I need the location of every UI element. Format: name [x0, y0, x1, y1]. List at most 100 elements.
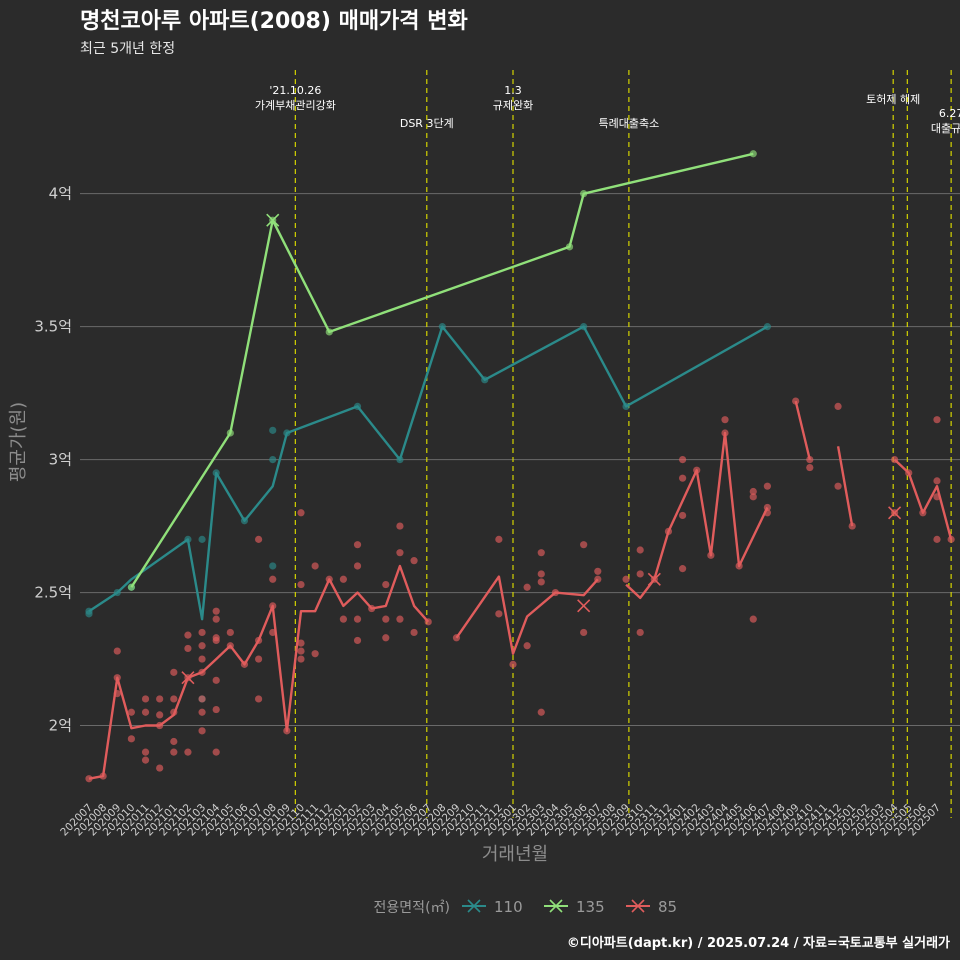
data-point-85 — [679, 474, 687, 482]
y-axis-label: 평균가(원) — [8, 402, 29, 482]
data-point-85 — [495, 535, 503, 543]
data-point-85 — [269, 575, 277, 583]
cross-marker-135 — [266, 213, 280, 227]
data-point-85 — [212, 748, 220, 756]
data-series — [85, 150, 955, 783]
data-point-85 — [749, 615, 757, 623]
data-point-85 — [679, 511, 687, 520]
data-point-85 — [297, 580, 305, 589]
event-label: 특례대출축소 — [599, 117, 660, 130]
data-point-85 — [353, 615, 362, 623]
data-point-85 — [212, 607, 220, 615]
legend-key-cross-110 — [467, 899, 481, 913]
data-point-85 — [198, 708, 206, 716]
data-point-85 — [410, 557, 418, 565]
data-point-85 — [933, 535, 941, 543]
data-point-85 — [834, 482, 842, 490]
data-point-85 — [297, 509, 305, 517]
data-point-85 — [170, 695, 178, 703]
data-point-85 — [749, 493, 757, 501]
x-axis-ticks: 2020072020082020092020102020112020122021… — [58, 801, 943, 838]
data-point-85 — [523, 642, 531, 650]
data-point-85 — [198, 655, 206, 663]
data-point-85 — [311, 650, 319, 658]
data-point-85 — [156, 764, 164, 772]
data-point-85 — [198, 628, 206, 637]
data-point-85 — [580, 541, 588, 549]
data-point-85 — [156, 711, 164, 719]
event-label: 1.3 — [504, 84, 522, 97]
data-point-85 — [297, 639, 305, 647]
data-point-110 — [198, 535, 206, 543]
data-point-85 — [255, 655, 263, 663]
series-line-135 — [130, 152, 754, 588]
data-point-85 — [622, 575, 630, 583]
data-point-85 — [156, 695, 164, 703]
y-tick-label: 3.5억 — [34, 318, 72, 336]
data-point-85 — [749, 487, 757, 496]
series-line-85 — [836, 446, 854, 527]
data-point-85 — [170, 668, 178, 676]
data-point-85 — [806, 463, 814, 472]
data-point-85 — [297, 647, 305, 655]
data-point-85 — [537, 570, 545, 578]
legend: 전용면적(㎡) 110 135 85 — [374, 898, 678, 916]
data-point-85 — [353, 636, 362, 645]
data-point-85 — [580, 628, 588, 637]
legend-label-85: 85 — [658, 898, 677, 916]
data-point-85 — [636, 628, 644, 637]
data-point-85 — [933, 416, 941, 424]
data-point-85 — [396, 549, 404, 557]
data-point-85 — [297, 655, 305, 663]
legend-label-110: 110 — [494, 898, 523, 916]
event-label: 규제완화 — [493, 99, 533, 112]
data-point-85 — [636, 546, 644, 554]
event-label: 토허제 해제 — [866, 92, 920, 106]
data-point-85 — [537, 549, 545, 557]
cross-marker-85 — [577, 599, 591, 613]
event-label: 6.27 — [939, 107, 960, 120]
data-point-85 — [141, 695, 150, 703]
data-point-85 — [382, 580, 390, 589]
data-point-85 — [212, 705, 220, 714]
data-point-85 — [382, 634, 390, 642]
cross-marker-85 — [647, 572, 661, 586]
data-point-85 — [212, 676, 220, 684]
data-point-110 — [269, 562, 277, 570]
data-point-85 — [255, 535, 263, 543]
series-line-85 — [455, 575, 599, 655]
data-point-85 — [212, 634, 220, 642]
data-point-85 — [198, 642, 206, 650]
y-tick-label: 2.5억 — [34, 584, 72, 602]
data-point-85 — [184, 748, 192, 756]
data-point-85 — [763, 482, 772, 490]
data-point-85 — [339, 575, 347, 583]
data-point-85 — [537, 578, 545, 586]
series-line-85 — [88, 564, 430, 780]
data-point-85 — [255, 695, 263, 703]
data-point-85 — [353, 562, 362, 570]
cross-marker-85 — [181, 671, 195, 685]
x-axis-label: 거래년월 — [482, 844, 548, 865]
data-point-110 — [269, 455, 277, 464]
data-point-110 — [269, 426, 277, 434]
data-point-85 — [141, 756, 150, 764]
chart-title: 명천코아루 아파트(2008) 매매가격 변화 — [80, 9, 468, 34]
event-label: 대출규제 — [931, 122, 960, 135]
legend-key-cross-85 — [631, 899, 645, 913]
data-point-85 — [141, 708, 150, 716]
data-point-85 — [198, 695, 206, 703]
legend-label-135: 135 — [576, 898, 605, 916]
legend-key-cross-135 — [549, 899, 563, 913]
data-point-85 — [679, 455, 687, 464]
data-point-85 — [127, 735, 135, 743]
data-point-85 — [184, 644, 192, 653]
cross-marker-85 — [888, 506, 902, 520]
data-point-85 — [410, 628, 418, 637]
chart-subtitle: 최근 5개년 한정 — [80, 41, 175, 57]
series-85 — [85, 397, 955, 783]
data-point-85 — [85, 775, 93, 783]
